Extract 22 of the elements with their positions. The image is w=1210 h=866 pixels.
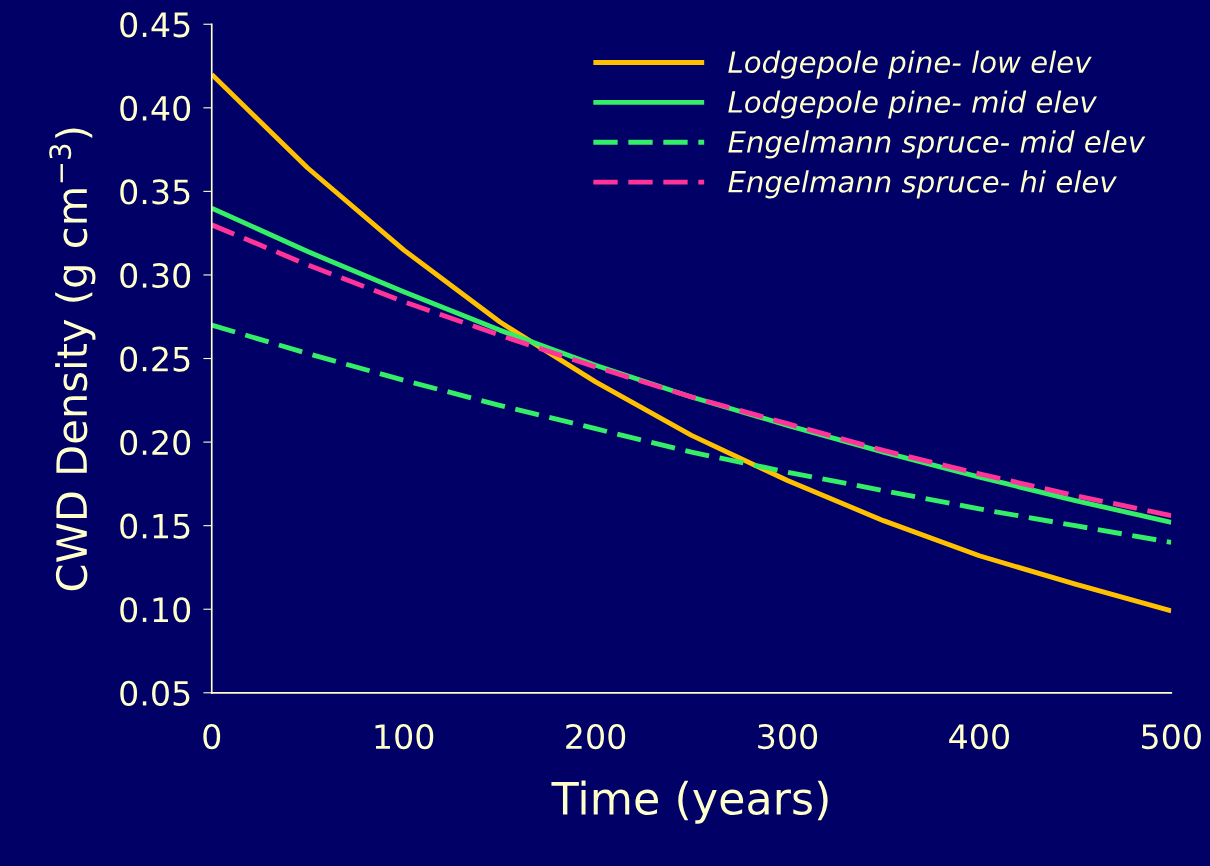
legend-label: Lodgepole pine- mid elev [728, 90, 1098, 119]
y-tick-label: 0.40 [120, 95, 191, 121]
y-tick-label: 0.05 [120, 680, 190, 706]
x-tick-label: 200 [566, 723, 626, 750]
y-tick-label: 0.20 [120, 430, 191, 456]
x-axis-title: Time (years) [551, 780, 828, 824]
y-tick-label: 0.15 [120, 513, 190, 539]
legend-label: Lodgepole pine- low elev [728, 50, 1092, 79]
y-axis-title: CWD Density (g cm$^{−3}$) [49, 128, 96, 591]
x-tick-label: 300 [758, 723, 818, 750]
x-tick-label: 0 [203, 723, 221, 750]
legend-label: Engelmann spruce- hi elev [728, 170, 1117, 199]
y-tick-label: 0.10 [120, 597, 191, 623]
y-tick-label: 0.25 [120, 346, 190, 372]
y-tick-label: 0.35 [120, 179, 190, 205]
legend-label: Engelmann spruce- mid elev [728, 130, 1146, 159]
x-tick-label: 100 [375, 723, 434, 750]
y-tick-label: 0.30 [120, 262, 191, 289]
x-tick-label: 500 [1142, 723, 1201, 750]
y-tick-label: 0.45 [120, 12, 190, 38]
x-tick-label: 400 [949, 723, 1009, 750]
line-series [211, 322, 1172, 545]
